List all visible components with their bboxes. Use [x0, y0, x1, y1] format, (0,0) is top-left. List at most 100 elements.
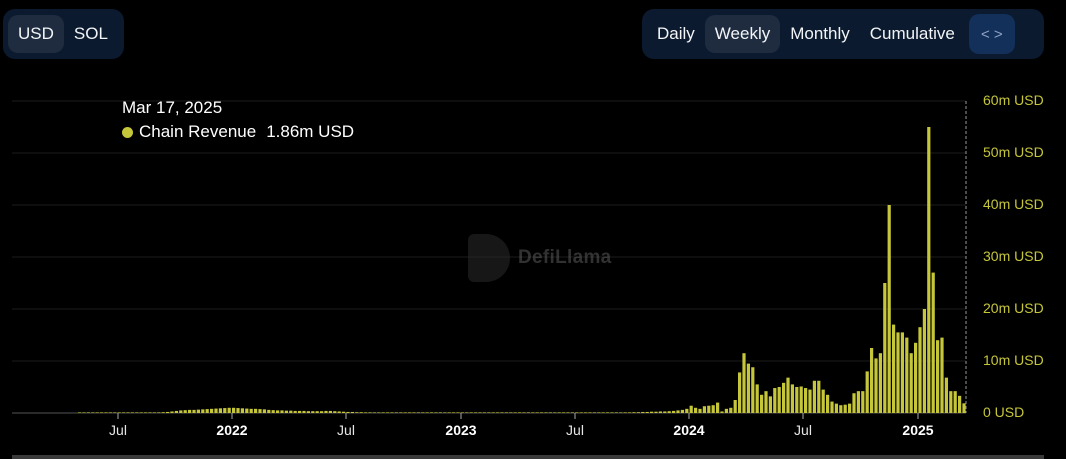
bar — [570, 412, 574, 413]
bar — [548, 412, 552, 413]
bar — [716, 402, 720, 413]
bar — [777, 387, 781, 413]
bar — [408, 412, 412, 413]
bar — [773, 388, 777, 413]
bar — [641, 411, 645, 413]
bar — [922, 309, 926, 413]
range-slider-track[interactable] — [12, 455, 1044, 459]
bar — [95, 412, 99, 413]
bar — [540, 412, 544, 413]
bar — [504, 412, 508, 413]
bar — [438, 412, 442, 413]
bar — [839, 405, 843, 413]
bar — [738, 372, 742, 413]
bar — [588, 412, 592, 413]
bar — [865, 371, 869, 413]
bar — [223, 408, 227, 413]
bar — [601, 412, 605, 413]
bar — [746, 363, 750, 413]
weekly-button[interactable]: Weekly — [704, 15, 781, 53]
bar — [518, 412, 522, 413]
x-tick-label: 2023 — [445, 422, 477, 438]
tooltip-value: 1.86m USD — [266, 122, 355, 141]
bar — [575, 412, 579, 413]
bar — [896, 332, 900, 413]
bar — [157, 412, 161, 413]
llama-logo-icon — [468, 234, 510, 282]
bar — [469, 412, 473, 413]
bar — [302, 410, 306, 413]
bar — [742, 353, 746, 413]
bar — [843, 404, 847, 413]
bar — [284, 410, 288, 413]
bar — [900, 332, 904, 413]
sol-button[interactable]: SOL — [73, 24, 108, 43]
bar — [320, 411, 324, 413]
bar — [667, 411, 671, 413]
bar — [372, 412, 376, 413]
bar — [905, 337, 909, 413]
monthly-button[interactable]: Monthly — [790, 24, 850, 43]
bar — [755, 384, 759, 413]
defillama-watermark: DefiLlama — [468, 234, 612, 282]
bar — [931, 272, 935, 413]
bar — [658, 411, 662, 413]
usd-button[interactable]: USD — [8, 15, 64, 53]
bar — [852, 393, 856, 413]
bar — [364, 412, 368, 413]
currency-toggle: USD SOL — [3, 9, 124, 59]
bar — [628, 412, 632, 413]
bar — [289, 410, 293, 413]
code-brackets-icon: < > — [980, 25, 1003, 43]
bar — [702, 406, 706, 413]
y-tick-label: 20m USD — [983, 300, 1044, 316]
cumulative-button[interactable]: Cumulative — [869, 24, 955, 43]
bar — [632, 412, 636, 413]
bar — [280, 410, 284, 413]
y-tick-label: 10m USD — [983, 352, 1044, 368]
bar — [179, 410, 183, 413]
bar — [619, 412, 623, 413]
bar — [192, 409, 196, 413]
bar — [680, 409, 684, 413]
bar — [509, 412, 513, 413]
bar — [306, 411, 310, 413]
embed-button[interactable]: < > — [968, 14, 1015, 54]
bar — [944, 377, 948, 413]
bar — [672, 410, 676, 413]
bar — [768, 396, 772, 413]
bar — [786, 377, 790, 413]
bar — [606, 412, 610, 413]
bar — [953, 391, 957, 413]
y-tick-label: 30m USD — [983, 248, 1044, 264]
bar — [342, 411, 346, 413]
bar — [711, 405, 715, 413]
bar — [170, 411, 174, 413]
bar — [227, 407, 231, 413]
bar — [474, 412, 478, 413]
bar — [232, 407, 236, 413]
bar — [614, 412, 618, 413]
bar — [271, 410, 275, 413]
bar — [333, 411, 337, 413]
bar — [100, 412, 104, 413]
bar — [949, 391, 953, 413]
bar — [267, 409, 271, 413]
y-tick-label: 50m USD — [983, 144, 1044, 160]
bar — [399, 412, 403, 413]
bar — [315, 411, 319, 413]
bar — [562, 412, 566, 413]
period-toggle: Daily Weekly Monthly Cumulative < > — [642, 9, 1044, 59]
bar — [91, 412, 95, 413]
bar — [531, 412, 535, 413]
bar — [918, 327, 922, 413]
bar — [430, 412, 434, 413]
bar — [636, 412, 640, 413]
daily-button[interactable]: Daily — [657, 24, 695, 43]
y-tick-label: 40m USD — [983, 196, 1044, 212]
bar — [694, 407, 698, 413]
bar — [500, 412, 504, 413]
bar — [368, 412, 372, 413]
bar — [645, 411, 649, 413]
